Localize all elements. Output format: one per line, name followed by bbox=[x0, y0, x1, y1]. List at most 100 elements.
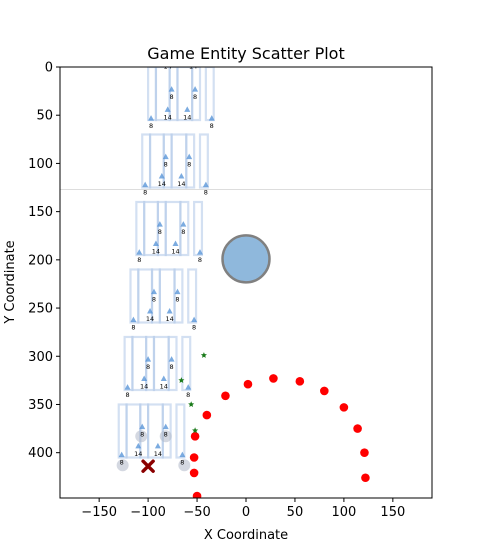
turret-marker bbox=[166, 307, 173, 314]
turret-marker bbox=[192, 86, 199, 92]
ghost-circle-layer bbox=[116, 430, 191, 472]
turret-label: 14 bbox=[171, 247, 179, 255]
x-axis-title: X Coordinate bbox=[204, 528, 288, 543]
x-tick-label: 150 bbox=[380, 505, 405, 520]
wall-segment bbox=[181, 335, 192, 392]
path-point bbox=[339, 403, 349, 412]
path-point bbox=[189, 453, 199, 462]
turret-marker bbox=[158, 172, 165, 179]
turret-label: 8 bbox=[210, 122, 214, 130]
x-tick-label: 50 bbox=[287, 505, 304, 520]
y-tick-label: 100 bbox=[28, 157, 53, 172]
wall-segment bbox=[187, 268, 198, 324]
turret-marker bbox=[164, 106, 171, 112]
wall-segment bbox=[170, 133, 188, 189]
y-tick-label: 250 bbox=[28, 302, 53, 317]
turret-label: 8 bbox=[164, 161, 168, 169]
turret-marker bbox=[154, 442, 161, 449]
turret-label: 14 bbox=[160, 382, 168, 390]
x-marker-layer bbox=[141, 459, 155, 473]
path-point bbox=[269, 374, 278, 383]
wall-segment bbox=[158, 268, 176, 324]
path-point bbox=[189, 468, 199, 478]
turret-label: 8 bbox=[192, 324, 196, 332]
turret-label: 8 bbox=[198, 256, 202, 264]
path-point bbox=[295, 377, 305, 386]
turret-marker bbox=[156, 221, 163, 227]
turret-label: 8 bbox=[193, 93, 197, 101]
wall-segment bbox=[193, 200, 204, 257]
turret-label: 8 bbox=[187, 161, 191, 169]
x-marker bbox=[141, 459, 155, 473]
plot-area: 8 14 14 8 8 8 14 14 8 14 14 8 8 8 8 14 14 8 8 8 8 14 14 8 8 8 8 14 1… bbox=[60, 62, 432, 498]
wall-segment bbox=[154, 67, 171, 122]
y-tick-label: 0 bbox=[45, 61, 53, 76]
wall-segment bbox=[175, 403, 186, 459]
turret-label: 14 bbox=[154, 450, 162, 458]
turret-marker bbox=[191, 316, 198, 323]
star-marker bbox=[200, 352, 207, 358]
turret-label: 14 bbox=[146, 315, 154, 323]
star-marker bbox=[192, 427, 199, 434]
turret-marker bbox=[145, 356, 152, 362]
turret-label: 14 bbox=[158, 180, 166, 188]
turret-label: 14 bbox=[189, 62, 197, 70]
wall-segment bbox=[152, 335, 170, 392]
turret-label: 8 bbox=[175, 296, 179, 304]
star-layer bbox=[178, 352, 207, 434]
turret-marker bbox=[136, 249, 143, 255]
turret-marker bbox=[179, 451, 186, 458]
wall-segment bbox=[164, 200, 182, 257]
ghost-circle bbox=[178, 459, 191, 472]
turret-marker bbox=[168, 86, 175, 92]
turret-label: 8 bbox=[180, 459, 184, 467]
turret-marker bbox=[186, 153, 193, 160]
turret-marker bbox=[118, 451, 125, 458]
ghost-circle bbox=[135, 430, 148, 443]
star-marker bbox=[188, 401, 195, 408]
turret-marker bbox=[160, 375, 167, 381]
path-point bbox=[361, 473, 370, 483]
chart-title: Game Entity Scatter Plot bbox=[147, 44, 344, 63]
wall-segment bbox=[147, 403, 164, 459]
turret-label: 14 bbox=[134, 450, 142, 458]
y-tick-label: 350 bbox=[28, 398, 53, 413]
turret-marker bbox=[150, 288, 157, 295]
x-tick-label: −50 bbox=[183, 505, 210, 520]
path-point bbox=[353, 424, 362, 433]
turret-layer: 8 14 14 8 8 8 14 14 8 14 14 8 8 8 8 14 14 8 8 8 8 14 14 8 8 8 8 14 1… bbox=[118, 62, 215, 467]
turret-label: 8 bbox=[152, 296, 156, 304]
path-point-layer bbox=[189, 374, 370, 498]
wall-segment bbox=[198, 133, 209, 189]
turret-label: 8 bbox=[131, 324, 135, 332]
turret-marker bbox=[174, 288, 181, 295]
big-circle bbox=[221, 234, 271, 284]
turret-marker bbox=[124, 384, 131, 390]
turret-label: 8 bbox=[164, 431, 168, 439]
turret-marker bbox=[162, 423, 169, 430]
turret-marker bbox=[152, 240, 159, 246]
path-point bbox=[192, 491, 202, 498]
turret-marker bbox=[208, 115, 215, 121]
wall-segment bbox=[143, 200, 159, 257]
turret-marker bbox=[139, 423, 146, 430]
turret-marker bbox=[142, 181, 149, 188]
big-circle-layer bbox=[221, 234, 271, 284]
turret-marker bbox=[135, 442, 142, 449]
path-point bbox=[320, 386, 329, 396]
star-marker bbox=[178, 377, 185, 383]
turret-marker bbox=[178, 172, 185, 179]
turret-label: 8 bbox=[186, 391, 190, 399]
turret-label: 8 bbox=[170, 363, 174, 371]
turret-label: 14 bbox=[183, 113, 191, 121]
path-point bbox=[243, 379, 253, 389]
turret-marker bbox=[172, 240, 179, 246]
x-tick-label: −100 bbox=[130, 505, 166, 520]
turret-marker bbox=[202, 181, 209, 188]
turret-marker bbox=[184, 106, 191, 112]
turret-label: 8 bbox=[170, 93, 174, 101]
turret-label: 8 bbox=[137, 256, 141, 264]
turret-label: 8 bbox=[204, 189, 208, 197]
turret-label: 8 bbox=[158, 228, 162, 236]
